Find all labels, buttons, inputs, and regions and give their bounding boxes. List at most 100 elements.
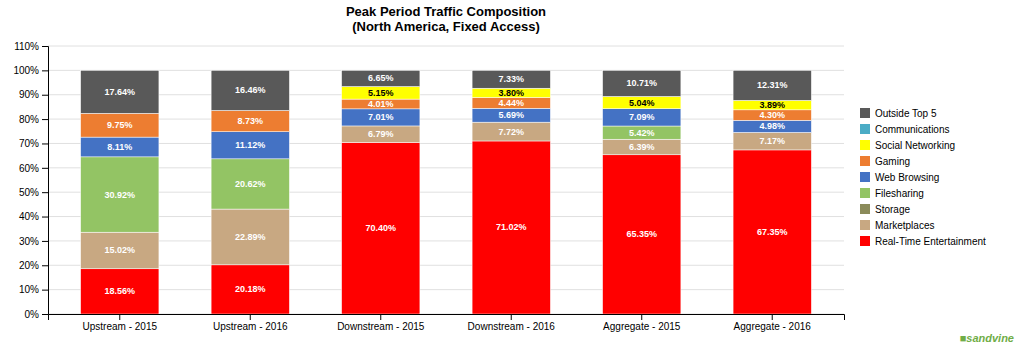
legend-label: Outside Top 5 <box>875 108 937 119</box>
x-tick-label: Downstream - 2015 <box>337 321 425 332</box>
bar-segment <box>472 141 550 314</box>
title: Peak Period Traffic Composition(North Am… <box>346 4 546 34</box>
legend-label: Filesharing <box>875 188 924 199</box>
data-label: 6.39% <box>629 142 655 152</box>
x-tick: Downstream - 2016 <box>468 314 556 332</box>
bar-segment <box>81 137 159 157</box>
bar-segment <box>603 70 681 96</box>
bar-segment <box>342 109 420 126</box>
bar-segment <box>211 265 289 314</box>
grid-line <box>48 216 844 217</box>
y-tick-mark <box>42 265 48 266</box>
series <box>81 70 812 113</box>
data-label: 5.04% <box>629 98 655 108</box>
chart: 0%10%20%30%40%50%60%70%80%90%100%110%Ups… <box>0 0 1024 348</box>
series <box>81 126 681 232</box>
legend-swatch <box>860 204 870 214</box>
plot-area: 0%10%20%30%40%50%60%70%80%90%100%110%Ups… <box>13 41 844 332</box>
x-tick-mark <box>641 314 642 320</box>
y-tick: 30% <box>19 236 48 247</box>
y-tick: 100% <box>13 65 48 76</box>
bar-segment <box>342 87 420 100</box>
series <box>81 122 812 269</box>
x-tick-label: Aggregate - 2015 <box>603 321 681 332</box>
legend-label: Communications <box>875 124 949 135</box>
x-tick-mark <box>380 314 381 320</box>
data-label: 16.46% <box>235 85 266 95</box>
grid-line <box>48 240 844 241</box>
y-tick-label: 10% <box>19 284 39 295</box>
data-label: 3.80% <box>498 88 524 98</box>
y-tick-label: 100% <box>13 65 39 76</box>
bar-segment <box>603 126 681 139</box>
bar-segment <box>81 70 159 113</box>
legend: Outside Top 5CommunicationsSocial Networ… <box>860 108 986 247</box>
bar-segment <box>603 155 681 314</box>
y-tick-mark <box>42 95 48 96</box>
data-label: 5.42% <box>629 128 655 138</box>
bar-segment <box>342 99 420 109</box>
bar-segment <box>733 100 811 109</box>
data-label: 4.98% <box>759 121 785 131</box>
bar-segment <box>472 122 550 141</box>
bar-segment <box>211 132 289 159</box>
bar-segment <box>733 70 811 100</box>
x-tick-label: Downstream - 2016 <box>468 321 556 332</box>
grid-line <box>48 46 844 47</box>
y-tick-mark <box>42 168 48 169</box>
data-label: 10.71% <box>626 78 657 88</box>
legend-swatch <box>860 188 870 198</box>
y-tick-mark <box>42 290 48 291</box>
legend-swatch <box>860 236 870 246</box>
bar-segment <box>342 126 420 143</box>
x-tick: Aggregate - 2015 <box>603 314 681 332</box>
grid-line <box>48 94 844 95</box>
y-tick: 90% <box>19 89 48 100</box>
legend-item: Marketplaces <box>860 220 934 231</box>
y-tick-mark <box>42 217 48 218</box>
bar-segment <box>81 157 159 232</box>
bar-segment <box>211 70 289 110</box>
y-tick: 70% <box>19 138 48 149</box>
bar-segment <box>733 132 811 149</box>
legend-item: Outside Top 5 <box>860 108 937 119</box>
bar-segment <box>472 108 550 122</box>
x-tick: Upstream - 2015 <box>83 314 158 332</box>
y-tick-label: 90% <box>19 89 39 100</box>
y-tick-label: 70% <box>19 138 39 149</box>
y-tick: 80% <box>19 114 48 125</box>
grid-line <box>48 289 844 290</box>
x-tick: Downstream - 2015 <box>337 314 425 332</box>
bar-segment <box>211 159 289 209</box>
bar-segment <box>733 120 811 132</box>
x-tick-label: Upstream - 2015 <box>83 321 158 332</box>
data-label: 9.75% <box>107 120 133 130</box>
bar-segment <box>603 109 681 126</box>
bar-segment <box>211 110 289 131</box>
data-label: 20.18% <box>235 284 266 294</box>
data-label: 11.12% <box>235 140 265 150</box>
x-tick-mark <box>119 314 120 320</box>
series <box>81 108 812 159</box>
y-tick: 20% <box>19 260 48 271</box>
legend-swatch <box>860 124 870 134</box>
bar-segment <box>733 110 811 120</box>
y-tick-mark <box>42 46 48 47</box>
x-axis: Upstream - 2015Upstream - 2016Downstream… <box>49 314 845 332</box>
y-tick-label: 60% <box>19 163 39 174</box>
x-tick-mark <box>511 314 512 320</box>
annotation: ■sandvine <box>960 332 1014 344</box>
data-label: 20.62% <box>235 179 266 189</box>
data-label: 18.56% <box>105 286 136 296</box>
bar-segment <box>342 142 420 314</box>
y-tick-mark <box>42 314 48 315</box>
y-tick-mark <box>42 192 48 193</box>
series <box>81 97 812 137</box>
legend-label: Gaming <box>875 156 910 167</box>
bar-segment <box>81 113 159 137</box>
data-labels: 18.56%20.18%70.40%71.02%65.35%67.35%15.0… <box>105 73 788 296</box>
grid-line <box>48 167 844 168</box>
data-label: 8.11% <box>107 142 132 152</box>
grid-line <box>48 143 844 144</box>
bar-segment <box>81 269 159 314</box>
